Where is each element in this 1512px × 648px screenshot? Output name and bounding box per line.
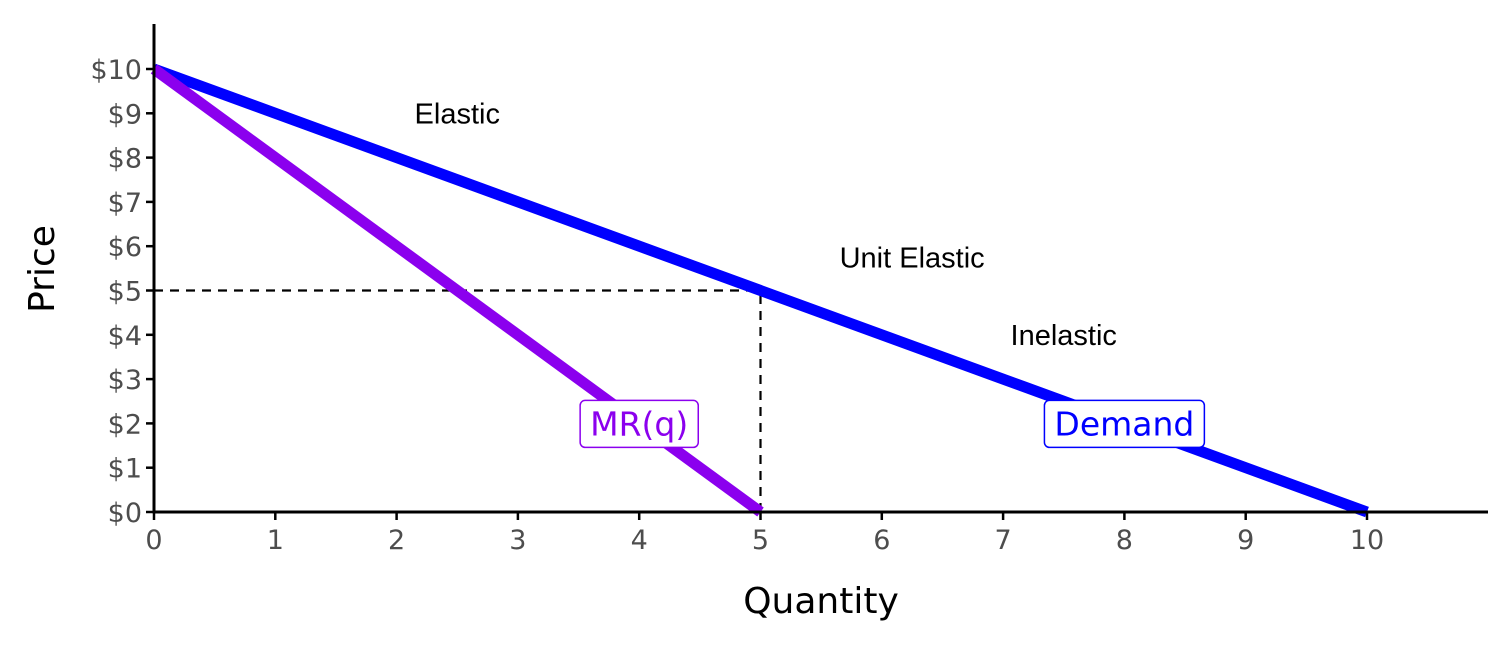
x-tick-label: 5 (752, 525, 769, 556)
y-tick-label: $7 (108, 188, 142, 219)
annotation-label: Inelastic (1011, 320, 1117, 352)
series-label-box (1043, 399, 1206, 449)
series-labels: Demand MR(q) (579, 399, 1206, 449)
series-label-demand: Demand (1043, 399, 1206, 449)
axes (152, 24, 1488, 514)
x-tick-label: 1 (267, 525, 284, 556)
series-label-text: Demand (1054, 404, 1194, 443)
y-tick-label: $3 (108, 365, 142, 396)
y-tick-label: $1 (108, 454, 142, 485)
annotations: Elastic Unit Elastic Inelastic (415, 98, 1117, 351)
series-label-text: MR(q) (590, 404, 688, 443)
y-tick-label: $4 (108, 321, 142, 352)
series-label-box (579, 399, 700, 449)
x-tick-label: 10 (1350, 525, 1384, 556)
reference-lines (154, 289, 762, 512)
x-tick-label: 4 (631, 525, 648, 556)
annotation-label: Unit Elastic (840, 242, 985, 274)
x-tick-label: 6 (873, 525, 890, 556)
x-tick-label: 9 (1237, 525, 1254, 556)
annotation-label: Elastic (415, 98, 500, 130)
x-axis-title: Quantity (743, 581, 899, 622)
x-tick-label: 7 (995, 525, 1012, 556)
ticks: 0 1 2 3 4 5 6 7 8 9 10 $0 $1 $2 $3 $4 $5 $6 $7 $8 $9 $10 (90, 55, 1384, 556)
x-tick-label: 2 (388, 525, 405, 556)
y-tick-label: $8 (108, 144, 142, 175)
y-axis-title: Price (22, 225, 63, 313)
x-tick-label: 0 (145, 525, 162, 556)
y-tick-label: $5 (108, 277, 142, 308)
y-tick-label: $2 (108, 409, 142, 440)
y-tick-label: $9 (108, 99, 142, 130)
x-tick-label: 3 (509, 525, 526, 556)
y-tick-label: $0 (108, 498, 142, 529)
series-label-mr: MR(q) (579, 399, 700, 449)
x-tick-label: 8 (1116, 525, 1133, 556)
y-tick-label: $6 (108, 232, 142, 263)
y-tick-label: $10 (90, 55, 142, 86)
